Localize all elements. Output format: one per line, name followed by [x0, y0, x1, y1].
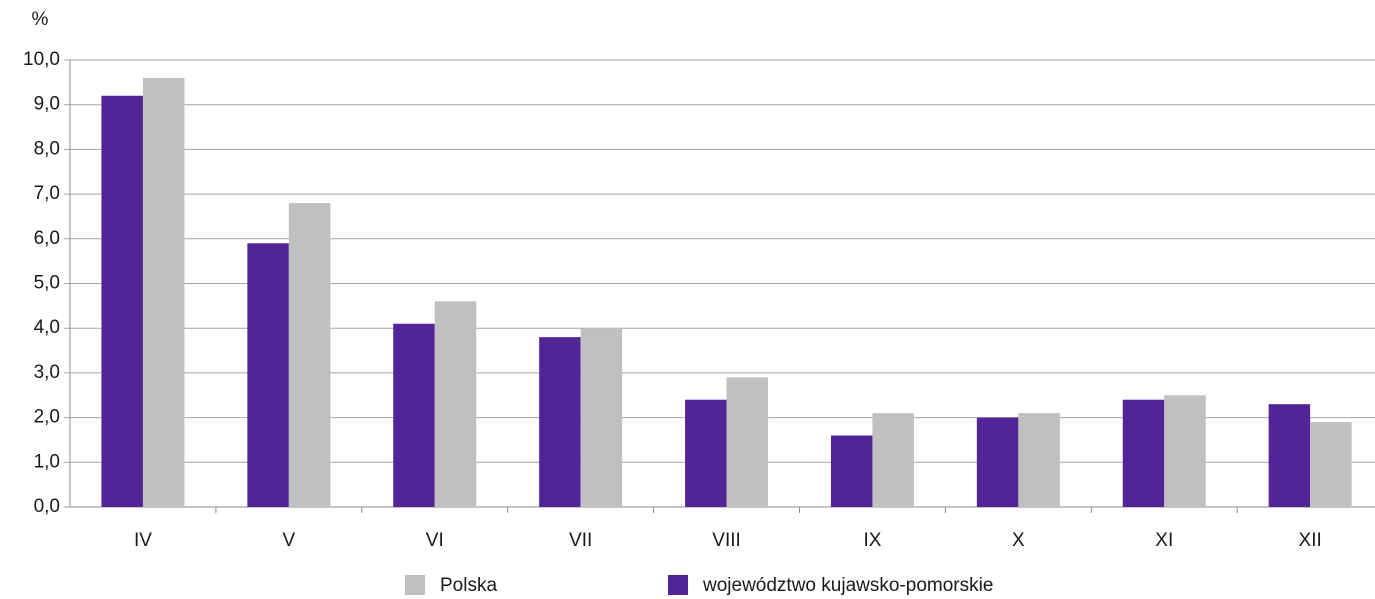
y-tick-label: 9,0: [34, 94, 60, 115]
legend-label: Polska: [440, 575, 497, 596]
y-tick-label: 10,0: [23, 49, 60, 70]
bar: [142, 77, 185, 507]
y-tick-label: 5,0: [34, 273, 60, 294]
legend-label: województwo kujawsko-pomorskie: [702, 575, 993, 596]
bar: [434, 301, 477, 507]
x-tick-label: V: [283, 530, 296, 551]
bar: [1268, 404, 1311, 507]
bar: [726, 377, 769, 507]
bar: [685, 399, 727, 507]
y-tick-label: 8,0: [34, 138, 60, 159]
y-tick-label: 3,0: [34, 362, 60, 383]
bar: [1164, 395, 1206, 507]
bar: [1122, 399, 1165, 507]
x-tick-label: VIII: [712, 530, 741, 551]
bar: [539, 337, 581, 507]
x-tick-label: IV: [134, 530, 152, 551]
bar: [872, 413, 914, 507]
x-tick-label: VII: [569, 530, 592, 551]
x-tick-label: VI: [426, 530, 444, 551]
y-tick-label: 4,0: [34, 317, 60, 338]
x-tick-label: XI: [1155, 530, 1173, 551]
bar: [1310, 422, 1352, 507]
y-tick-label: 0,0: [34, 496, 60, 517]
x-tick-label: IX: [863, 530, 881, 551]
y-tick-label: 6,0: [34, 228, 60, 249]
y-axis-label: %: [32, 9, 49, 30]
bar: [580, 328, 623, 507]
legend-swatch: [405, 575, 425, 595]
bar: [976, 417, 1019, 507]
bar: [101, 95, 143, 507]
bar: [247, 243, 289, 507]
x-tick-label: XII: [1299, 530, 1322, 551]
bar: [288, 203, 331, 508]
y-tick-label: 1,0: [34, 451, 60, 472]
x-tick-label: X: [1012, 530, 1025, 551]
bar: [393, 323, 435, 507]
bar: [1018, 413, 1060, 507]
bar: [830, 435, 873, 507]
y-tick-label: 7,0: [34, 183, 60, 204]
y-tick-label: 2,0: [34, 407, 60, 428]
legend-swatch: [668, 575, 688, 595]
